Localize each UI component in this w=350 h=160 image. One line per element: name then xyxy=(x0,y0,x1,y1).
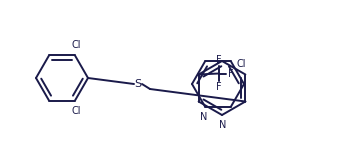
Text: N: N xyxy=(200,112,208,122)
Text: F: F xyxy=(216,82,222,92)
Text: F: F xyxy=(228,68,234,79)
Text: F: F xyxy=(216,55,222,65)
Text: Cl: Cl xyxy=(71,106,81,116)
Text: N: N xyxy=(219,120,227,131)
Text: Cl: Cl xyxy=(71,40,81,50)
Text: S: S xyxy=(134,79,141,89)
Text: Cl: Cl xyxy=(237,59,246,69)
